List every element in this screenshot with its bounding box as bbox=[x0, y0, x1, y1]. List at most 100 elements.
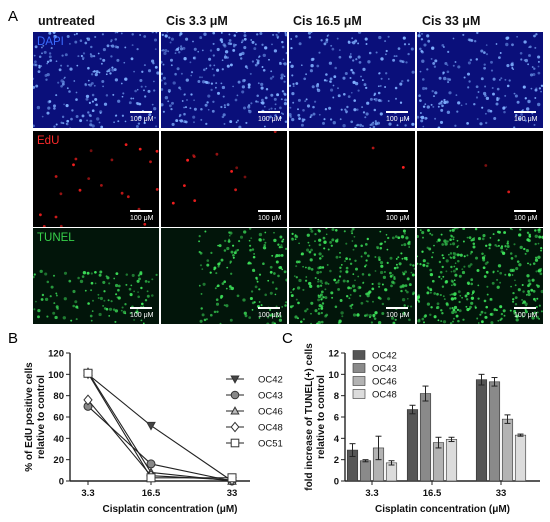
scale-bar bbox=[258, 210, 280, 212]
bar-OC43-3.3 bbox=[359, 460, 372, 482]
scale-bar-label: 100 μM bbox=[130, 116, 154, 123]
scale-bar bbox=[514, 111, 536, 113]
micrograph-dapi-1: 100 μM bbox=[161, 32, 287, 128]
y-tick-label: 120 bbox=[48, 349, 64, 360]
legend-swatch bbox=[352, 376, 366, 386]
micrograph-edu-1: 100 μM bbox=[161, 131, 287, 227]
y-tick-label: 2 bbox=[334, 455, 339, 466]
scale-bar-label: 100 μM bbox=[386, 312, 410, 319]
micrograph-tunel-3: 100 μM bbox=[417, 228, 543, 324]
y-tick-label: 60 bbox=[53, 413, 64, 424]
legend-marker bbox=[230, 421, 240, 433]
y-tick-label: 10 bbox=[328, 370, 339, 381]
y-tick-label: 40 bbox=[53, 434, 64, 445]
bar-OC46-33 bbox=[501, 418, 514, 482]
micrograph-dots bbox=[289, 228, 415, 324]
scale-bar-label: 100 μM bbox=[258, 116, 282, 123]
legend-label: OC42 bbox=[372, 351, 397, 362]
micrograph-dots bbox=[161, 32, 287, 128]
micrograph-tunel-2: 100 μM bbox=[289, 228, 415, 324]
micrograph-tunel-0: 100 μM TUNEL bbox=[33, 228, 159, 324]
micrograph-dapi-0: 100 μM DAPI bbox=[33, 32, 159, 128]
x-tick-label: 3.3 bbox=[365, 488, 378, 499]
scale-bar-label: 100 μM bbox=[386, 116, 410, 123]
x-tick-label: 16.5 bbox=[142, 488, 161, 499]
scale-bar bbox=[258, 307, 280, 309]
legend-marker bbox=[230, 390, 240, 400]
scale-bar bbox=[130, 307, 152, 309]
x-tick-label: 33 bbox=[227, 488, 238, 499]
micrograph-dots bbox=[417, 32, 543, 128]
x-axis-title: Cisplatin concentration (μM) bbox=[375, 504, 510, 515]
data-point-OC51 bbox=[227, 473, 237, 483]
bar-OC48-16.5 bbox=[445, 439, 458, 482]
micrograph-edu-3: 100 μM bbox=[417, 131, 543, 227]
x-tick-label: 33 bbox=[496, 488, 507, 499]
micrograph-dots bbox=[371, 146, 405, 169]
scale-bar bbox=[258, 111, 280, 113]
legend-label: OC48 bbox=[372, 390, 397, 401]
micrograph-dots bbox=[33, 269, 158, 324]
micrograph-dapi-3: 100 μM bbox=[417, 32, 543, 128]
bar-OC42-16.5 bbox=[406, 409, 419, 482]
y-axis-title: % of EdU positive cellsrelative to contr… bbox=[24, 362, 47, 472]
scale-bar-label: 100 μM bbox=[514, 312, 538, 319]
x-tick-label: 3.3 bbox=[81, 488, 94, 499]
column-header-untreated: untreated bbox=[38, 14, 95, 28]
bar-OC43-16.5 bbox=[419, 393, 432, 482]
micrograph-dots bbox=[171, 131, 277, 205]
legend-label: OC42 bbox=[258, 375, 283, 386]
scale-bar bbox=[130, 111, 152, 113]
micrograph-dots bbox=[198, 228, 287, 324]
scale-bar bbox=[514, 307, 536, 309]
panel-label-c: C bbox=[282, 330, 293, 347]
y-tick-label: 80 bbox=[53, 391, 64, 402]
stain-label-tunel: TUNEL bbox=[37, 232, 75, 244]
stain-label-edu: EdU bbox=[37, 135, 60, 147]
legend-label: OC48 bbox=[258, 423, 283, 434]
micrograph-dots bbox=[289, 32, 415, 128]
micrograph-dots bbox=[484, 164, 511, 194]
legend-label: OC43 bbox=[258, 391, 283, 402]
legend-label: OC43 bbox=[372, 364, 397, 375]
stain-label-dapi: DAPI bbox=[37, 36, 64, 48]
micrograph-dapi-2: 100 μM bbox=[289, 32, 415, 128]
y-axis-title: fold increase of TUNEL(+) cellsrelative … bbox=[304, 343, 327, 491]
x-tick-label: 16.5 bbox=[423, 488, 442, 499]
panel-label-a: A bbox=[8, 8, 19, 25]
scale-bar bbox=[386, 307, 408, 309]
x-axis-title: Cisplatin concentration (μM) bbox=[102, 504, 237, 515]
legend-label: OC51 bbox=[258, 439, 283, 450]
column-header-cis-3-3: Cis 3.3 μM bbox=[166, 14, 228, 28]
scale-bar bbox=[386, 111, 408, 113]
legend-marker bbox=[230, 375, 240, 384]
data-point-OC51 bbox=[83, 368, 93, 378]
bar-OC42-33 bbox=[475, 379, 488, 482]
data-point-OC48 bbox=[83, 394, 93, 406]
y-tick-label: 4 bbox=[334, 434, 340, 445]
data-point-OC42 bbox=[146, 421, 156, 431]
scale-bar-label: 100 μM bbox=[258, 312, 282, 319]
column-header-cis-33: Cis 33 μM bbox=[422, 14, 481, 28]
micrograph-edu-0: 100 μM EdU bbox=[33, 131, 159, 227]
y-tick-label: 100 bbox=[48, 370, 64, 381]
micrograph-dots bbox=[33, 32, 159, 128]
scale-bar-label: 100 μM bbox=[130, 312, 154, 319]
micrograph-dots bbox=[417, 228, 543, 324]
legend-marker bbox=[230, 406, 240, 415]
legend-swatch bbox=[352, 363, 366, 373]
y-tick-label: 12 bbox=[328, 349, 339, 360]
column-header-cis-16-5: Cis 16.5 μM bbox=[293, 14, 362, 28]
panel-label-b: B bbox=[8, 330, 19, 347]
y-tick-label: 20 bbox=[53, 455, 64, 466]
legend-label: OC46 bbox=[372, 377, 397, 388]
bar-OC43-33 bbox=[488, 381, 501, 482]
scale-bar bbox=[386, 210, 408, 212]
scale-bar-label: 100 μM bbox=[514, 116, 538, 123]
legend-marker bbox=[230, 438, 240, 448]
y-tick-label: 6 bbox=[334, 413, 339, 424]
micrograph-tunel-1: 100 μM bbox=[161, 228, 287, 324]
bar-OC48-3.3 bbox=[385, 462, 398, 482]
scale-bar-label: 100 μM bbox=[386, 215, 410, 222]
